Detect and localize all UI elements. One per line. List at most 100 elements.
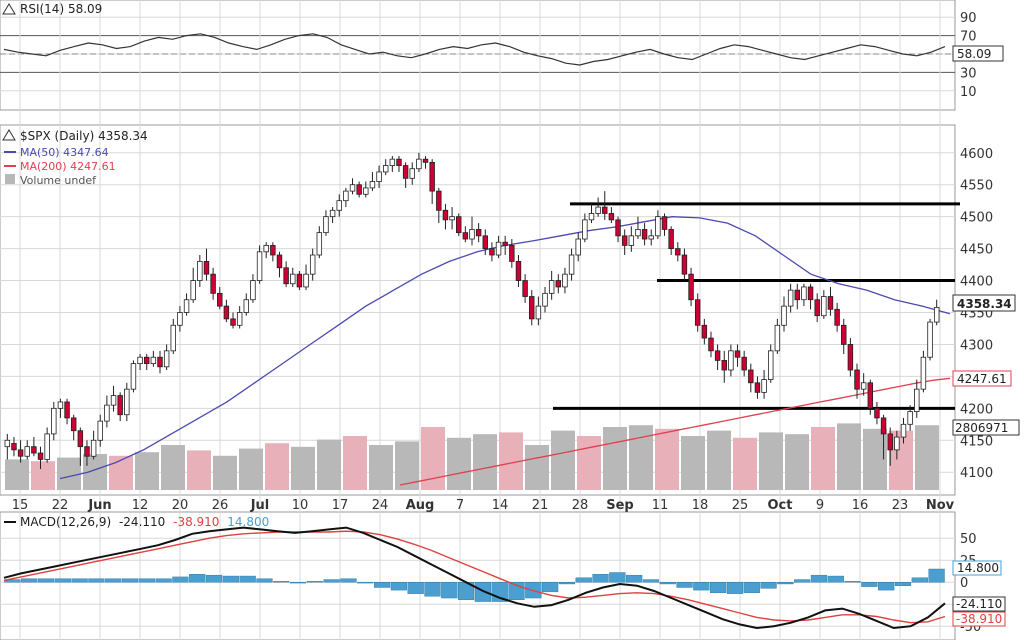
price-tick-label: 4100	[960, 466, 993, 481]
candle-body	[409, 168, 415, 179]
macd-histogram-bar	[642, 579, 660, 583]
macd-histogram-bar	[121, 578, 139, 583]
time-tick-label: 28	[572, 498, 589, 513]
volume-bar	[109, 455, 133, 490]
candle-body	[243, 299, 250, 313]
candle-body	[356, 184, 362, 195]
time-tick-label: 7	[456, 498, 464, 513]
candle-body	[768, 350, 774, 380]
candle-body	[90, 439, 97, 457]
candle-body	[867, 382, 874, 409]
time-tick-label: 14	[492, 498, 509, 513]
candle-body	[827, 296, 834, 310]
candle-body	[157, 356, 163, 368]
volume-bar	[759, 432, 783, 490]
macd-histogram-bar	[894, 582, 912, 586]
macd-tick-label: 50	[960, 532, 977, 547]
candle-body	[914, 388, 920, 412]
candle-body	[708, 337, 714, 352]
rsi-tick-label: 10	[960, 85, 977, 100]
macd-histogram-bar	[558, 582, 576, 585]
candle-body	[363, 187, 369, 195]
candle-body	[781, 305, 787, 326]
candle-body	[542, 292, 548, 307]
time-tick-label: 15	[12, 498, 29, 513]
candle-body	[860, 382, 867, 390]
candle-body	[602, 206, 608, 214]
candle-body	[675, 248, 681, 256]
macd-histogram-bar	[676, 582, 693, 588]
time-tick-label: 10	[292, 498, 309, 513]
macd-histogram-bar	[205, 574, 223, 583]
candle-body	[416, 158, 422, 170]
candle-body	[236, 312, 243, 326]
macd-line	[3, 526, 946, 630]
rsi-value-badge: 58.09	[957, 47, 991, 61]
price-tick-label: 4200	[960, 402, 993, 417]
macd-histogram-bar	[928, 568, 945, 583]
candle-body	[290, 273, 296, 285]
volume-bars	[5, 423, 939, 490]
macd-histogram-bar	[88, 578, 105, 583]
price-tick-label: 4550	[960, 179, 993, 194]
time-tick-label: Nov	[926, 498, 955, 513]
signal-value-badge: -38.910	[956, 612, 1002, 626]
macd-histogram-bar	[424, 582, 441, 597]
time-tick-label: Aug	[406, 498, 435, 513]
candle-body	[728, 350, 734, 371]
macd-histogram-bar	[777, 582, 794, 585]
candle-body	[741, 356, 747, 371]
candle-body	[449, 216, 455, 221]
time-tick-label: 17	[332, 498, 349, 513]
y-axis-labels: 4600455045004450440043504300425042004150…	[960, 11, 993, 635]
candle-body	[316, 232, 323, 256]
candle-body	[256, 251, 263, 281]
macd-histogram-bar	[693, 582, 710, 591]
candle-body	[841, 324, 847, 345]
macd-histogram-bar	[340, 578, 357, 583]
candle-body	[17, 449, 24, 457]
candle-body	[276, 254, 283, 269]
candle-body	[927, 321, 933, 358]
candle-body	[568, 254, 575, 275]
histogram-badge-box	[952, 560, 1002, 576]
candle-body	[801, 286, 807, 301]
candle-body	[714, 350, 721, 361]
candle-body	[422, 158, 429, 163]
candle-body	[582, 219, 588, 240]
time-tick-label: 12	[132, 498, 149, 513]
candle-body	[57, 401, 64, 409]
volume-bar	[525, 445, 549, 490]
signal-badge-box	[952, 611, 1006, 627]
volume-bar	[473, 434, 497, 490]
candle-body	[575, 238, 581, 256]
candle-body	[51, 407, 57, 435]
candle-body	[787, 289, 794, 307]
macd-histogram-bar	[239, 575, 256, 583]
triangle-icon	[2, 129, 16, 141]
candle-body	[807, 286, 814, 301]
time-tick-label: 16	[852, 498, 869, 513]
candle-body	[681, 254, 688, 275]
volume-bar	[889, 430, 913, 490]
volume-badge-box	[952, 419, 1020, 436]
volume-bar	[369, 445, 393, 490]
volume-bar	[317, 439, 341, 490]
candle-body	[31, 446, 37, 454]
x-axis-labels: 15 22 Jun 12 20 26 Jul 10 17 24 Aug 7 14 21 28 Sep 11 18 2…	[12, 498, 955, 513]
time-tick-label: 24	[372, 498, 389, 513]
candle-body	[323, 216, 329, 234]
volume-bar	[655, 428, 679, 490]
macd-histogram-bar	[626, 574, 643, 583]
ma200-value-badge: 4247.61	[957, 372, 1007, 386]
candle-body	[369, 181, 376, 189]
volume-bar	[577, 436, 601, 490]
candle-body	[137, 356, 143, 365]
candle-body	[190, 280, 196, 301]
time-tick-label: 18	[692, 498, 709, 513]
macd-histogram-bar	[609, 572, 626, 583]
time-tick-label: 26	[212, 498, 229, 513]
rsi-tick-label: 30	[960, 66, 977, 81]
candle-body	[847, 344, 854, 371]
